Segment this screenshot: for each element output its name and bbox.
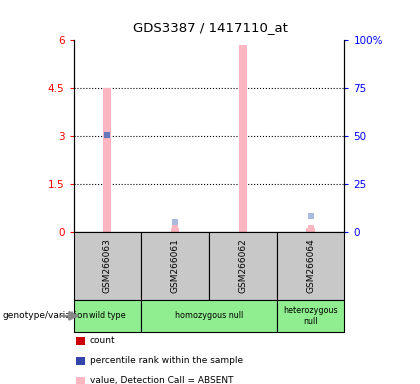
Text: GSM266061: GSM266061 (171, 238, 180, 293)
Text: GSM266062: GSM266062 (238, 238, 247, 293)
Text: wild type: wild type (89, 311, 126, 320)
Text: percentile rank within the sample: percentile rank within the sample (90, 356, 243, 366)
Bar (171, 228, 179, 232)
Text: genotype/variation: genotype/variation (2, 311, 88, 320)
Text: value, Detection Call = ABSENT: value, Detection Call = ABSENT (90, 376, 234, 384)
Text: heterozygous
null: heterozygous null (283, 306, 338, 326)
Text: count: count (90, 336, 116, 346)
Bar (239, 45, 247, 232)
Text: GDS3387 / 1417110_at: GDS3387 / 1417110_at (133, 21, 287, 34)
Bar (103, 88, 111, 232)
Text: GSM266064: GSM266064 (306, 238, 315, 293)
Text: homozygous null: homozygous null (175, 311, 243, 320)
Text: GSM266063: GSM266063 (103, 238, 112, 293)
Bar (307, 228, 315, 232)
